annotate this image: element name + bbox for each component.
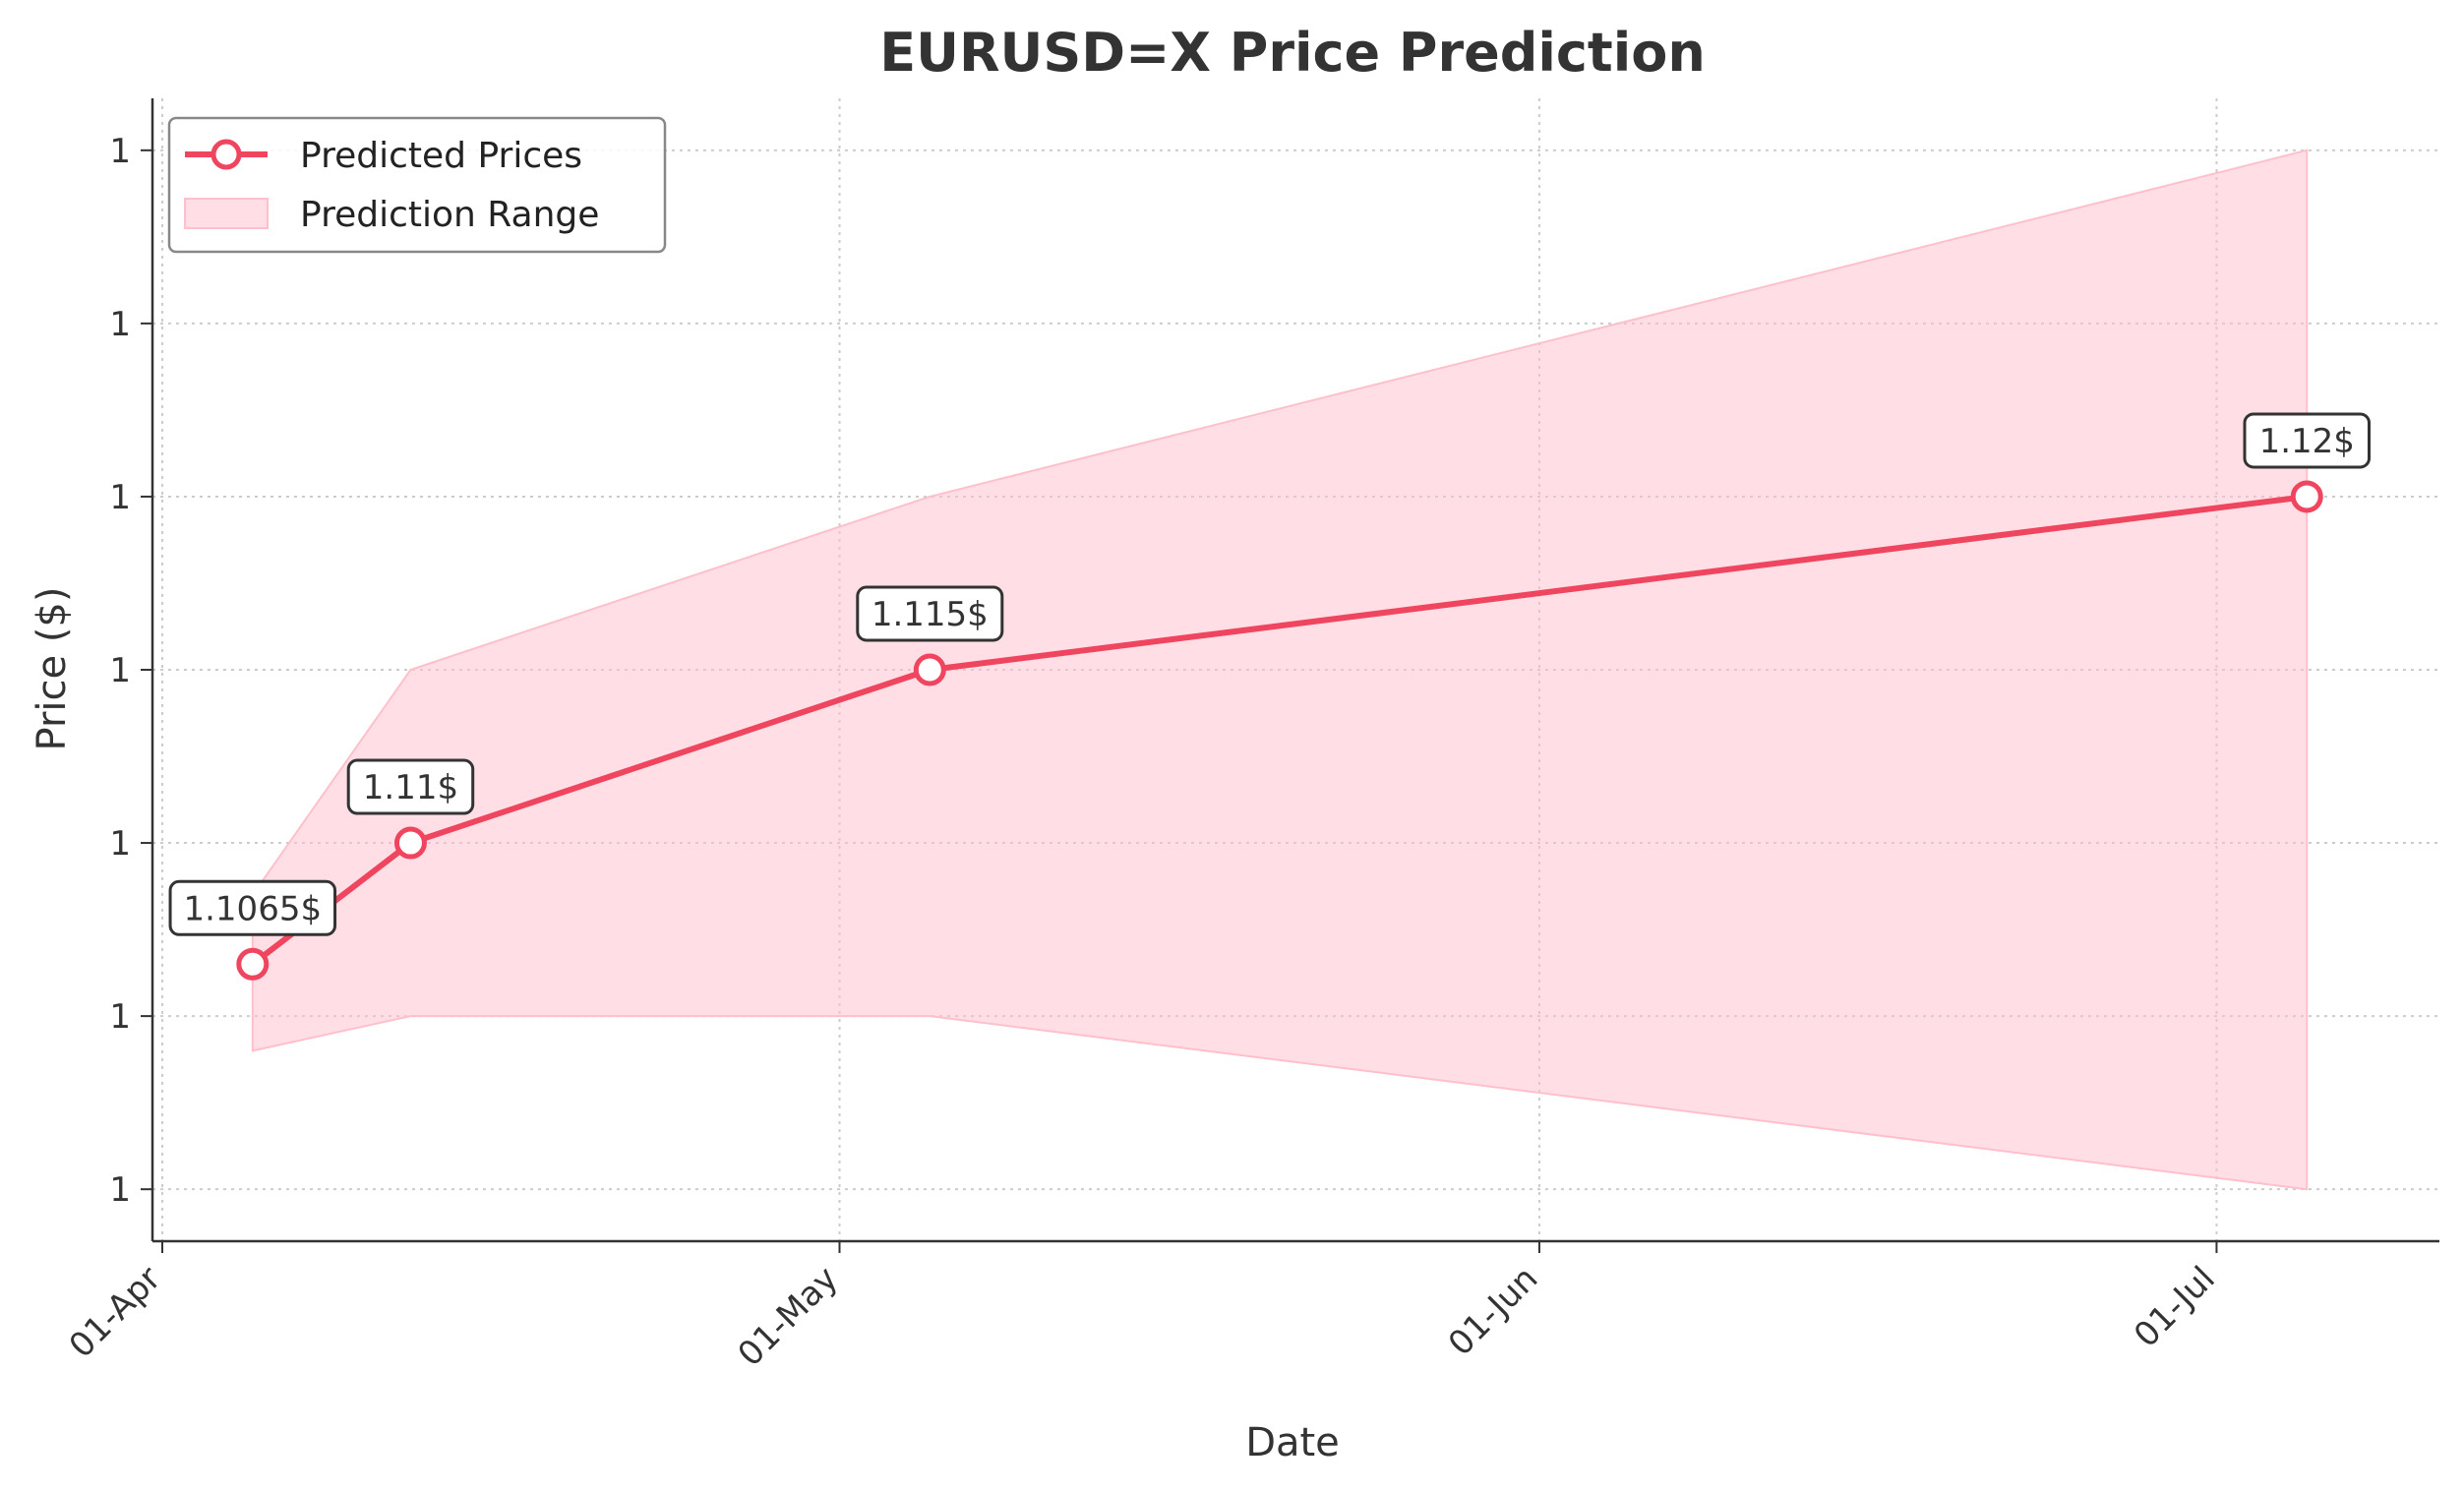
legend: Predicted Prices Prediction Range: [167, 116, 667, 254]
data-label: 1.11$: [363, 768, 458, 807]
x-tick-label: 01-Jun: [1441, 1259, 1545, 1363]
x-tick-label: 01-Jul: [2127, 1259, 2223, 1355]
data-label-box: [168, 879, 337, 936]
x-axis-label: Date: [1245, 1420, 1340, 1465]
prediction-range-area: [251, 149, 2309, 1191]
data-label: 1.115$: [871, 595, 989, 634]
legend-box: [167, 116, 667, 254]
data-point: [913, 653, 946, 686]
y-tick-label: 1: [109, 478, 131, 517]
y-axis-label: Price ($): [30, 587, 75, 751]
data-label-box: [2243, 412, 2371, 469]
y-tick-label: 1: [109, 997, 131, 1037]
chart-title: EURUSD=X Price Prediction: [879, 22, 1706, 84]
data-label: 1.12$: [2259, 422, 2355, 461]
data-point: [2290, 480, 2323, 513]
legend-label-range: Prediction Range: [300, 195, 599, 235]
y-tick-label: 1: [109, 651, 131, 690]
x-tick-label: 01-May: [731, 1259, 846, 1374]
y-tick-label: 1: [109, 132, 131, 171]
data-label: 1.1065$: [183, 889, 322, 928]
data-point: [393, 826, 427, 860]
data-label-box: [856, 585, 1004, 642]
data-point: [236, 947, 270, 981]
data-label-box: [346, 758, 475, 815]
x-tick-label: 01-Apr: [62, 1259, 169, 1366]
legend-marker-swatch: [210, 139, 242, 170]
y-tick-label: 1: [109, 305, 131, 344]
y-tick-label: 1: [109, 1170, 131, 1210]
legend-label-predicted: Predicted Prices: [300, 136, 582, 176]
prediction-range-band: [251, 149, 2309, 1191]
y-tick-label: 1: [109, 824, 131, 864]
legend-range-swatch: [184, 198, 269, 229]
data-labels: 1.1065$ 1.11$ 1.115$ 1.12$: [168, 412, 2371, 936]
